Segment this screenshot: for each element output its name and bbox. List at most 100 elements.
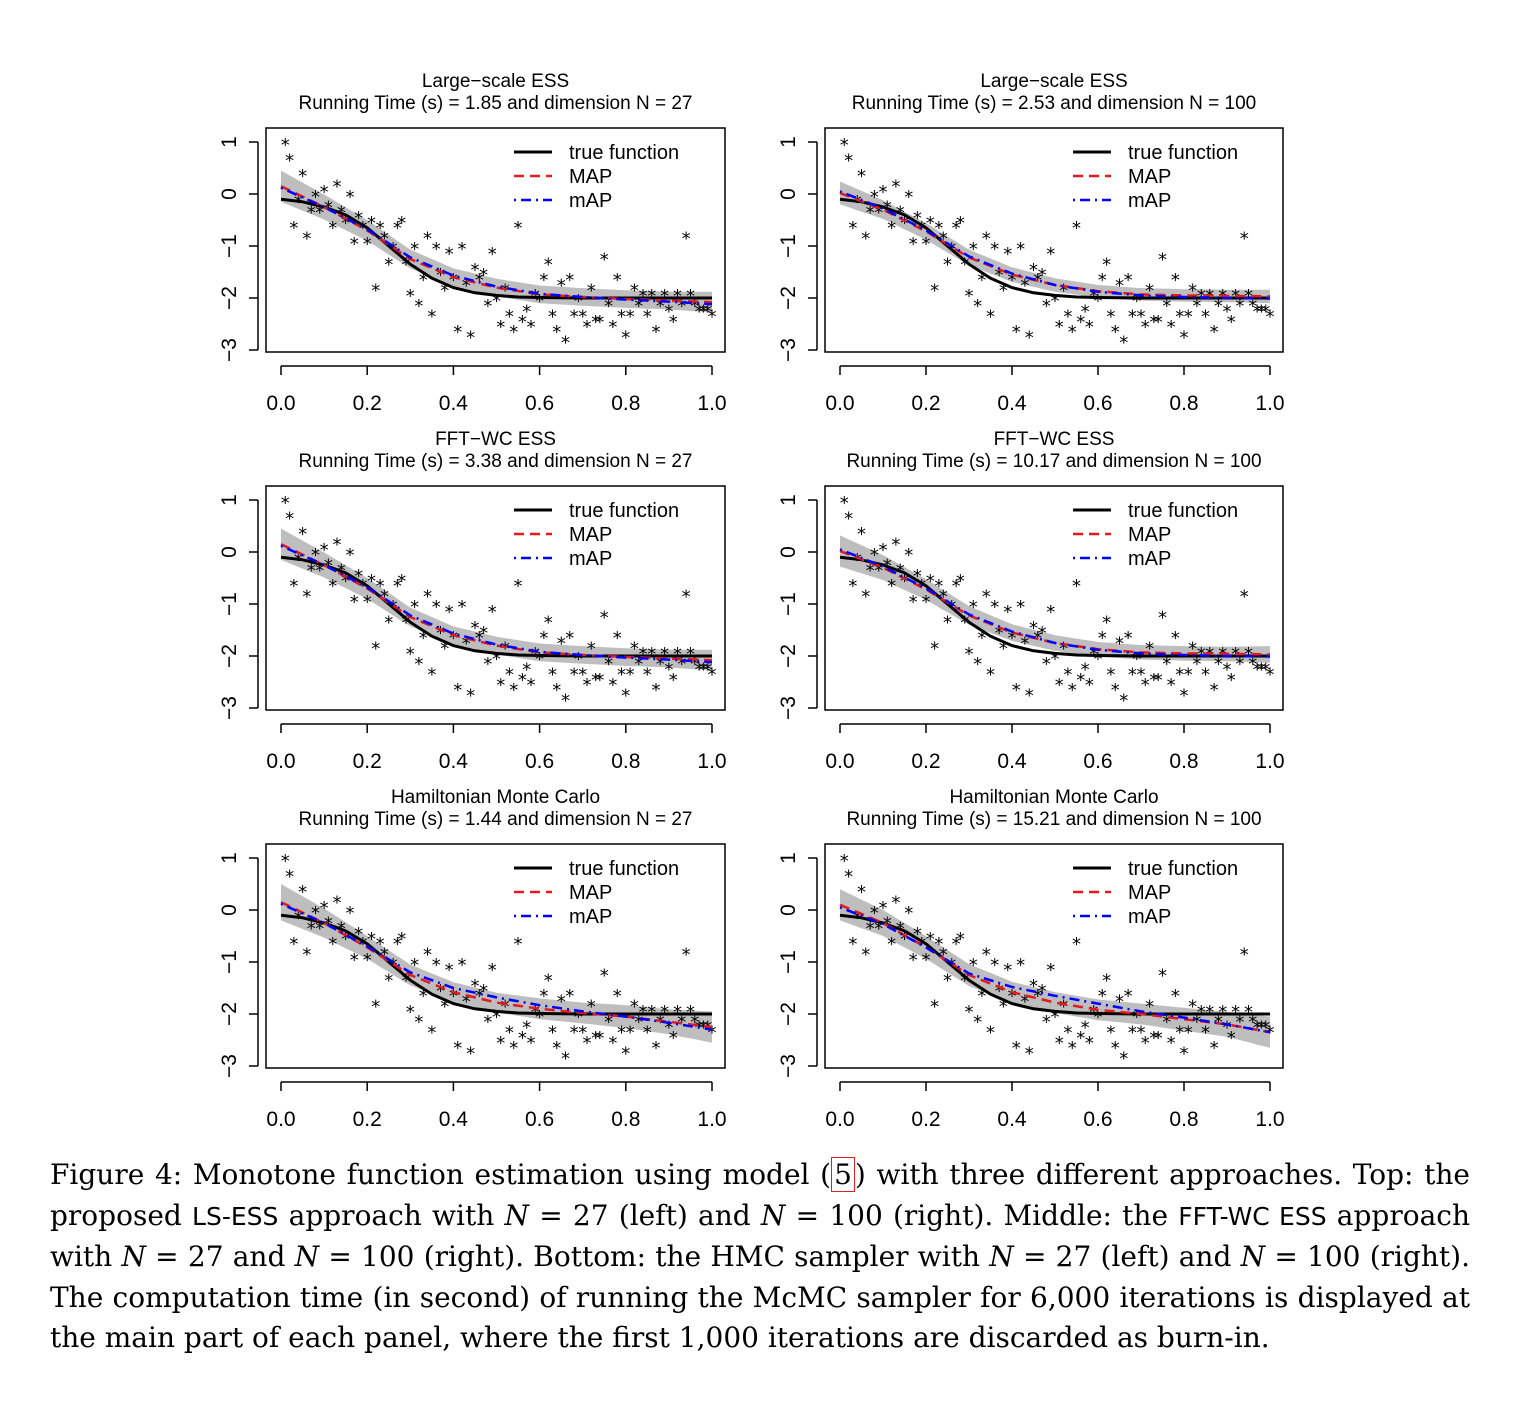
observation-point: * (488, 602, 497, 623)
observation-point: * (1154, 312, 1163, 333)
observation-point: * (458, 239, 467, 260)
x-tick-label: 0.4 (997, 750, 1027, 773)
observation-point: * (870, 545, 879, 566)
x-axis: 0.0 0.2 0.4 0.6 0.8 1.0 (825, 1081, 1285, 1131)
observation-point: * (621, 327, 630, 348)
observation-point: * (1145, 997, 1154, 1018)
plot-frame (824, 127, 1284, 353)
observation-point: * (354, 924, 363, 945)
observation-point: * (557, 991, 566, 1012)
observation-point: * (1055, 675, 1064, 696)
observation-point: * (410, 955, 419, 976)
observation-point: * (514, 576, 523, 597)
y-tick-label: −1 (777, 592, 800, 616)
observation-point: * (652, 322, 661, 343)
observation-point: * (539, 986, 548, 1007)
legend-map-label: MAP (569, 882, 612, 904)
observation-point: * (926, 929, 935, 950)
observation-point: * (904, 187, 913, 208)
observation-point: * (866, 203, 875, 224)
true-function-line (839, 913, 1270, 1016)
observation-point: * (315, 919, 324, 940)
observation-point: * (1038, 981, 1047, 1002)
y-tick-label: 0 (777, 188, 800, 200)
observation-point: * (848, 934, 857, 955)
observation-point: * (840, 493, 849, 514)
observation-point: * (501, 281, 510, 302)
legend-mAP-label: mAP (569, 190, 612, 212)
caption-text-7: = 100 (right). Bottom: the HMC sampler w… (319, 1240, 990, 1273)
legend-true-function-label: true function (1128, 500, 1238, 522)
observation-point: * (289, 576, 298, 597)
panel-subtitle: Running Time (s) = 15.21 and dimension N… (846, 809, 1261, 830)
observation-point: * (682, 945, 691, 966)
observation-point: * (363, 592, 372, 613)
observation-point: * (995, 623, 1004, 644)
y-tick-label: −3 (218, 696, 241, 720)
observation-point: * (1051, 291, 1060, 312)
observation-point: * (414, 1012, 423, 1033)
observation-point: * (1188, 997, 1197, 1018)
observation-point: * (483, 296, 492, 317)
observation-point: * (522, 301, 531, 322)
observation-point: * (874, 203, 883, 224)
observation-point: * (483, 654, 492, 675)
observation-point: * (354, 208, 363, 229)
observation-points: ****************************************… (840, 851, 1275, 1070)
y-tick-label: 0 (218, 188, 241, 200)
legend-map-label: MAP (1128, 166, 1171, 188)
observation-point: * (1184, 1023, 1193, 1044)
observation-point: * (346, 903, 355, 924)
observation-point: * (1240, 945, 1249, 966)
observation-point: * (311, 545, 320, 566)
x-tick-label: 0.6 (1083, 392, 1112, 415)
observation-point: * (535, 1007, 544, 1028)
observation-point: * (1051, 1007, 1060, 1028)
equation-ref-link[interactable]: 5 (831, 1157, 855, 1192)
observation-point: * (1072, 934, 1081, 955)
observation-point: * (1248, 1012, 1257, 1033)
observation-point: * (1223, 659, 1232, 680)
observation-point: * (302, 229, 311, 250)
observation-point: * (1029, 260, 1038, 281)
observation-point: * (509, 1038, 518, 1059)
observation-point: * (1012, 680, 1021, 701)
observation-point: * (1162, 654, 1171, 675)
observation-point: * (496, 675, 505, 696)
observation-point: * (1192, 1012, 1201, 1033)
observation-point: * (664, 1017, 673, 1038)
observation-point: * (522, 659, 531, 680)
caption-text-4: = 100 (right). Middle: the (785, 1198, 1179, 1232)
observation-point: * (639, 286, 648, 307)
observation-point: * (509, 322, 518, 343)
observation-point: * (840, 851, 849, 872)
observation-point: * (367, 929, 376, 950)
observation-point: * (427, 307, 436, 328)
observation-point: * (1128, 665, 1137, 686)
observation-point: * (943, 255, 952, 276)
observation-point: * (613, 986, 622, 1007)
observation-point: * (939, 945, 948, 966)
legend-mAP-label: mAP (569, 906, 612, 928)
x-tick-label: 0.8 (611, 1108, 640, 1131)
observation-point: * (518, 312, 527, 333)
y-tick-label: 0 (777, 546, 800, 558)
observation-point: * (384, 255, 393, 276)
observation-point: * (660, 1002, 669, 1023)
observation-point: * (677, 296, 686, 317)
panel-title: Hamiltonian Monte Carlo (949, 787, 1158, 808)
observation-point: * (630, 281, 639, 302)
math-n: N (504, 1198, 530, 1232)
math-n: N (989, 1240, 1014, 1273)
observation-point: * (965, 1002, 974, 1023)
observation-point: * (1132, 1007, 1141, 1028)
observation-point: * (402, 255, 411, 276)
observation-point: * (358, 934, 367, 955)
observation-point: * (449, 628, 458, 649)
caption-prefix: Figure 4: Monotone function estimation u… (50, 1158, 832, 1191)
observation-point: * (527, 317, 536, 338)
observation-point: * (1025, 327, 1034, 348)
observation-point: * (1175, 307, 1184, 328)
observation-point: * (934, 576, 943, 597)
y-tick-label: 1 (777, 852, 800, 864)
